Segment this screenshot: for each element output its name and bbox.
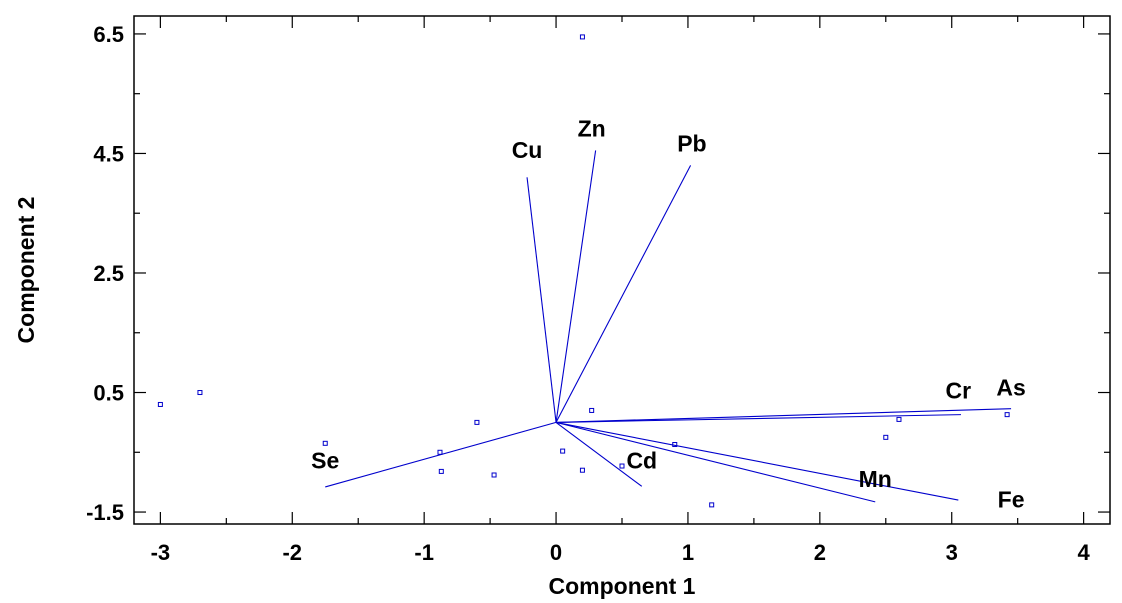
y-tick-label: -1.5 [86, 500, 124, 525]
score-point [491, 472, 497, 478]
axis-ticks [134, 16, 1110, 524]
x-tick-label: -3 [151, 540, 171, 565]
vector-as [556, 408, 1012, 423]
vector-label-cd: Cd [626, 447, 657, 473]
vector-zn [555, 150, 597, 423]
vector-cd [555, 421, 643, 487]
vector-label-as: As [996, 375, 1025, 401]
vector-label-cr: Cr [946, 377, 972, 403]
vector-mn [555, 421, 876, 503]
y-tick-label: 4.5 [93, 141, 124, 166]
vector-label-mn: Mn [859, 466, 892, 492]
score-point [672, 442, 678, 448]
vector-label-zn: Zn [578, 116, 606, 142]
x-tick-label: 4 [1077, 540, 1090, 565]
score-point [1004, 412, 1010, 418]
plot-frame [133, 15, 1111, 525]
vector-label-fe: Fe [998, 486, 1025, 512]
vector-cr [556, 414, 961, 423]
score-point [896, 416, 902, 422]
score-point [197, 390, 203, 396]
y-tick-label: 2.5 [93, 261, 124, 286]
x-tick-label: 0 [550, 540, 562, 565]
score-point [883, 434, 889, 440]
axis-tick-labels: -3 -2 -1 0 1 2 3 4 -1.5 0.5 2.5 4.5 6.5 [86, 22, 1090, 565]
score-point [579, 467, 585, 473]
y-tick-label: 0.5 [93, 381, 124, 406]
x-tick-label: 3 [946, 540, 958, 565]
score-point [579, 34, 585, 40]
score-point [474, 419, 480, 425]
score-point [619, 463, 625, 469]
vector-label-pb: Pb [677, 131, 706, 157]
vector-pb [555, 165, 692, 423]
x-tick-label: -2 [282, 540, 302, 565]
vector-label-cu: Cu [512, 137, 543, 163]
x-tick-label: -1 [414, 540, 434, 565]
score-point [437, 449, 443, 455]
x-tick-label: 1 [682, 540, 694, 565]
score-points [157, 34, 1010, 508]
score-point [589, 407, 595, 413]
y-axis-title: Component 2 [13, 197, 39, 344]
score-point [438, 468, 444, 474]
score-point [709, 502, 715, 508]
score-point [157, 401, 163, 407]
x-axis-title: Component 1 [549, 573, 696, 599]
vector-cu [526, 177, 557, 423]
vector-label-se: Se [311, 447, 339, 473]
y-tick-label: 6.5 [93, 22, 124, 47]
loading-vectors: Cu Zn Pb Cr As Fe Mn Cd Se [311, 116, 1026, 513]
score-point [322, 440, 328, 446]
vector-fe [555, 421, 959, 501]
x-tick-label: 2 [814, 540, 826, 565]
score-point [560, 448, 566, 454]
